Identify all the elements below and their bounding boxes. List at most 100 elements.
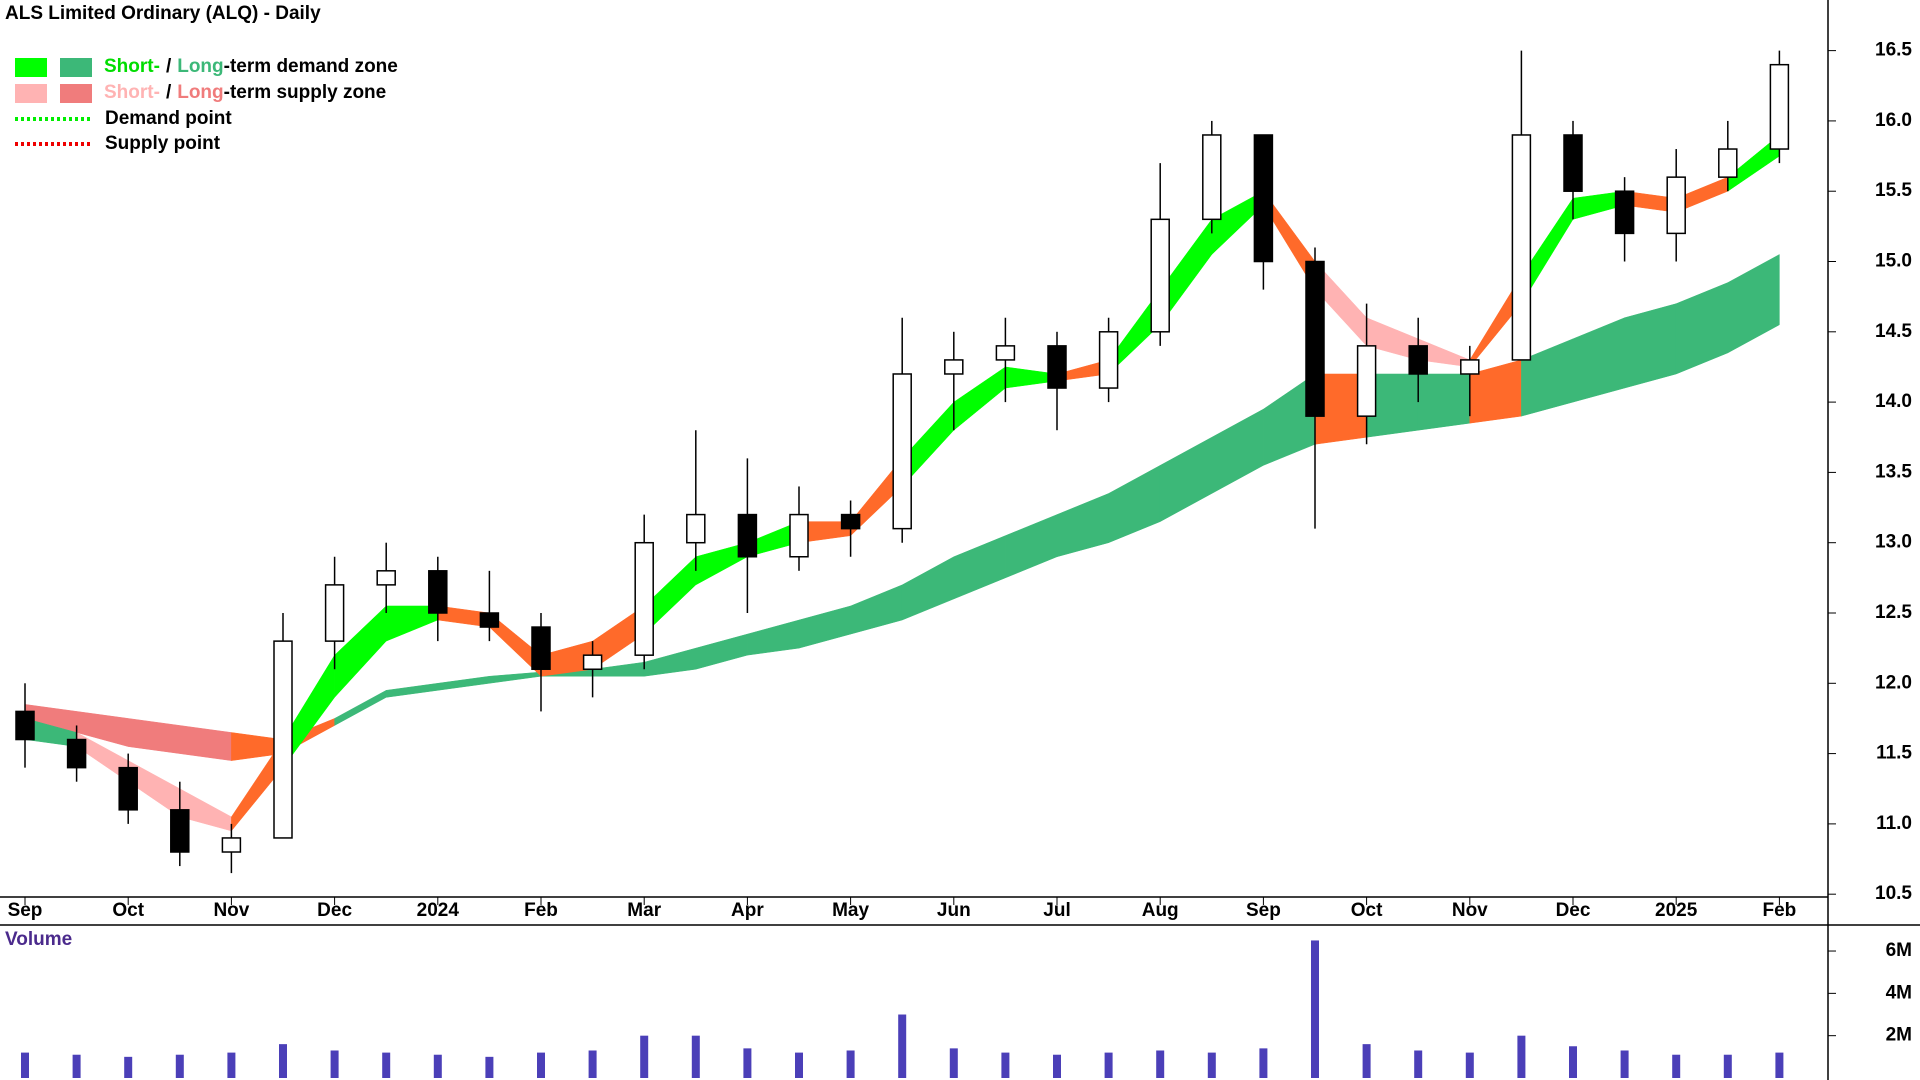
legend-rest: -term supply zone [224, 82, 387, 103]
volume-bar [743, 1048, 752, 1078]
zone-segment [1727, 254, 1780, 354]
x-tick-label: Jun [937, 900, 971, 921]
zone-segment [953, 366, 1006, 431]
zone-segment [1159, 436, 1213, 523]
y-tick-label: 12.5 [1875, 602, 1912, 623]
candle-body [1769, 63, 1790, 150]
candle-body [1614, 190, 1635, 235]
y-tick-label: 6M [1886, 940, 1912, 961]
zone-segment [1108, 464, 1161, 544]
legend-swatch [60, 58, 92, 77]
volume-bar [124, 1056, 133, 1078]
legend-swatch [15, 84, 47, 103]
candle-body [118, 766, 138, 811]
volume-bar [1723, 1054, 1732, 1078]
candle-body [944, 359, 964, 375]
x-tick-label: Apr [731, 900, 764, 921]
zone-segment [850, 584, 903, 635]
y-tick-label: 16.5 [1875, 40, 1912, 61]
volume-bar [279, 1044, 287, 1078]
x-tick-label: Dec [317, 900, 352, 921]
volume-bar [1465, 1052, 1474, 1078]
zone-segment [1624, 303, 1677, 389]
volume-bar [1001, 1052, 1010, 1078]
volume-bar [433, 1054, 442, 1078]
y-tick-label: 14.0 [1875, 391, 1912, 412]
volume-bar [1104, 1052, 1113, 1078]
zone-segment [1572, 317, 1625, 403]
legend-long: Long [177, 82, 223, 103]
candle-body [1150, 218, 1170, 333]
candle-body [1666, 176, 1686, 235]
candle-body [1356, 345, 1377, 417]
x-tick-label: Aug [1142, 900, 1179, 921]
x-tick-label: Feb [524, 900, 558, 921]
y-tick-label: 15.5 [1875, 180, 1912, 201]
legend-swatch [60, 84, 92, 103]
y-tick-label: 10.5 [1875, 883, 1912, 904]
x-tick-label: Dec [1556, 900, 1591, 921]
candle-body [840, 513, 861, 530]
legend-sep: / [166, 82, 172, 103]
volume-bar [1259, 1048, 1268, 1078]
volume-bar [21, 1052, 29, 1078]
volume-bar [898, 1014, 907, 1078]
candle-body [273, 640, 293, 839]
x-tick-label: May [832, 900, 869, 921]
zone-segment [489, 671, 542, 684]
y-tick-label: 15.0 [1875, 251, 1912, 272]
candle-body [324, 584, 345, 642]
volume-bar [537, 1052, 545, 1078]
candle-body [1098, 331, 1119, 389]
zone-segment [695, 633, 748, 670]
chart-title: ALS Limited Ordinary (ALQ) - Daily [5, 3, 321, 24]
volume-bar [1311, 940, 1319, 1078]
candle-body [737, 513, 758, 558]
zone-segment [334, 689, 387, 726]
zone-segment [385, 683, 439, 698]
y-tick-label: 14.5 [1875, 321, 1912, 342]
volume-bar [330, 1050, 339, 1078]
volume-bar [72, 1054, 81, 1078]
legend-swatch [15, 58, 47, 77]
zone-segment [1675, 282, 1729, 375]
x-tick-label: Feb [1763, 900, 1797, 921]
zone-segment [437, 675, 490, 691]
legend-short: Short- [104, 56, 160, 77]
y-tick-label: 16.0 [1875, 110, 1912, 131]
x-tick-label: Jul [1043, 900, 1070, 921]
x-tick-label: Oct [1351, 900, 1383, 921]
y-tick-label: 4M [1886, 982, 1912, 1003]
volume-bar [175, 1054, 184, 1078]
zone-segment [179, 725, 232, 761]
legend-label: Short- / Long-term supply zone [104, 82, 386, 103]
price-pane [24, 134, 1780, 832]
candle-body [1408, 345, 1428, 375]
x-tick-label: 2025 [1655, 900, 1698, 921]
volume-title: Volume [5, 929, 72, 950]
volume-bar [846, 1050, 855, 1078]
candle-body [1305, 260, 1325, 417]
volume-bar [1775, 1052, 1784, 1078]
candle-body [582, 654, 603, 670]
candle-body [686, 513, 706, 544]
legend-short: Short- [104, 82, 160, 103]
volume-bar [795, 1052, 803, 1078]
candle-body [428, 570, 448, 614]
zone-segment [127, 718, 181, 754]
legend-sep: / [166, 56, 172, 77]
x-tick-label: Oct [112, 900, 144, 921]
candle-body [221, 837, 242, 853]
candle-body [995, 345, 1016, 361]
legend-label: Short- / Long-term demand zone [104, 56, 398, 77]
candle-body [1511, 134, 1532, 361]
candle-body [531, 626, 551, 670]
legend-label: Demand point [105, 108, 232, 129]
volume-bar [588, 1050, 597, 1078]
x-tick-label: 2024 [417, 900, 460, 921]
zone-segment [798, 605, 851, 649]
candle-body [376, 570, 396, 586]
volume-bar [1517, 1035, 1526, 1078]
candle-body [479, 612, 500, 628]
